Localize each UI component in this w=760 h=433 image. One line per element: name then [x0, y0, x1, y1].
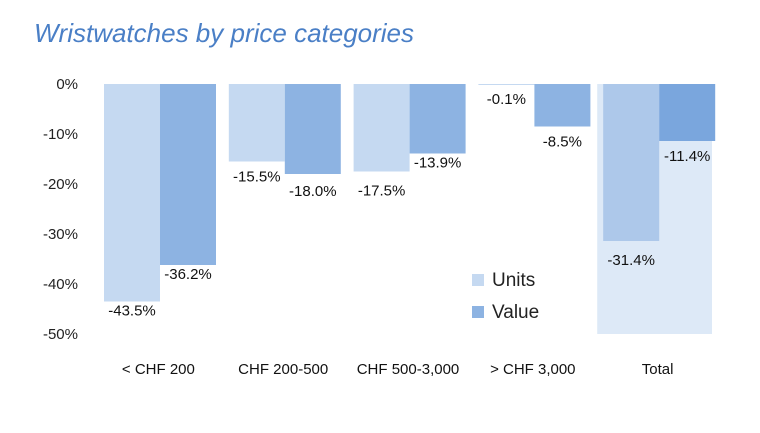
legend-swatch-units — [472, 274, 484, 286]
bar-value — [284, 84, 341, 174]
bar-units — [228, 84, 285, 162]
y-tick-label: -20% — [43, 176, 78, 193]
data-label-units: -17.5% — [358, 183, 406, 200]
data-label-value: -13.9% — [414, 155, 462, 172]
legend-label-value: Value — [492, 302, 539, 323]
data-label-units: -31.4% — [607, 252, 655, 269]
bar-units — [104, 84, 160, 302]
chart-title: Wristwatches by price categories — [34, 18, 415, 48]
y-tick-label: -30% — [43, 226, 78, 243]
legend-label-units: Units — [492, 270, 535, 291]
data-label-value: -18.0% — [289, 183, 337, 200]
bar-units — [603, 84, 660, 241]
category-label: CHF 200-500 — [238, 361, 328, 378]
bar-value — [659, 84, 716, 141]
bar-value — [534, 84, 591, 127]
data-label-units: -0.1% — [487, 91, 526, 108]
bar-units — [478, 84, 535, 85]
bar-value — [160, 84, 216, 265]
bar-value — [409, 84, 466, 154]
category-label: Total — [642, 361, 674, 378]
y-tick-label: -50% — [43, 326, 78, 343]
category-label: > CHF 3,000 — [490, 361, 575, 378]
y-tick-label: 0% — [56, 76, 78, 93]
legend-swatch-value — [472, 306, 484, 318]
data-label-value: -11.4% — [664, 148, 710, 165]
data-label-units: -15.5% — [233, 169, 281, 186]
category-label: < CHF 200 — [122, 361, 195, 378]
y-tick-label: -10% — [43, 126, 78, 143]
y-tick-label: -40% — [43, 276, 78, 293]
data-label-value: -8.5% — [543, 134, 582, 151]
category-label: CHF 500-3,000 — [357, 361, 460, 378]
data-label-value: -36.2% — [164, 266, 212, 283]
bar-units — [353, 84, 410, 172]
data-label-units: -43.5% — [108, 303, 156, 320]
